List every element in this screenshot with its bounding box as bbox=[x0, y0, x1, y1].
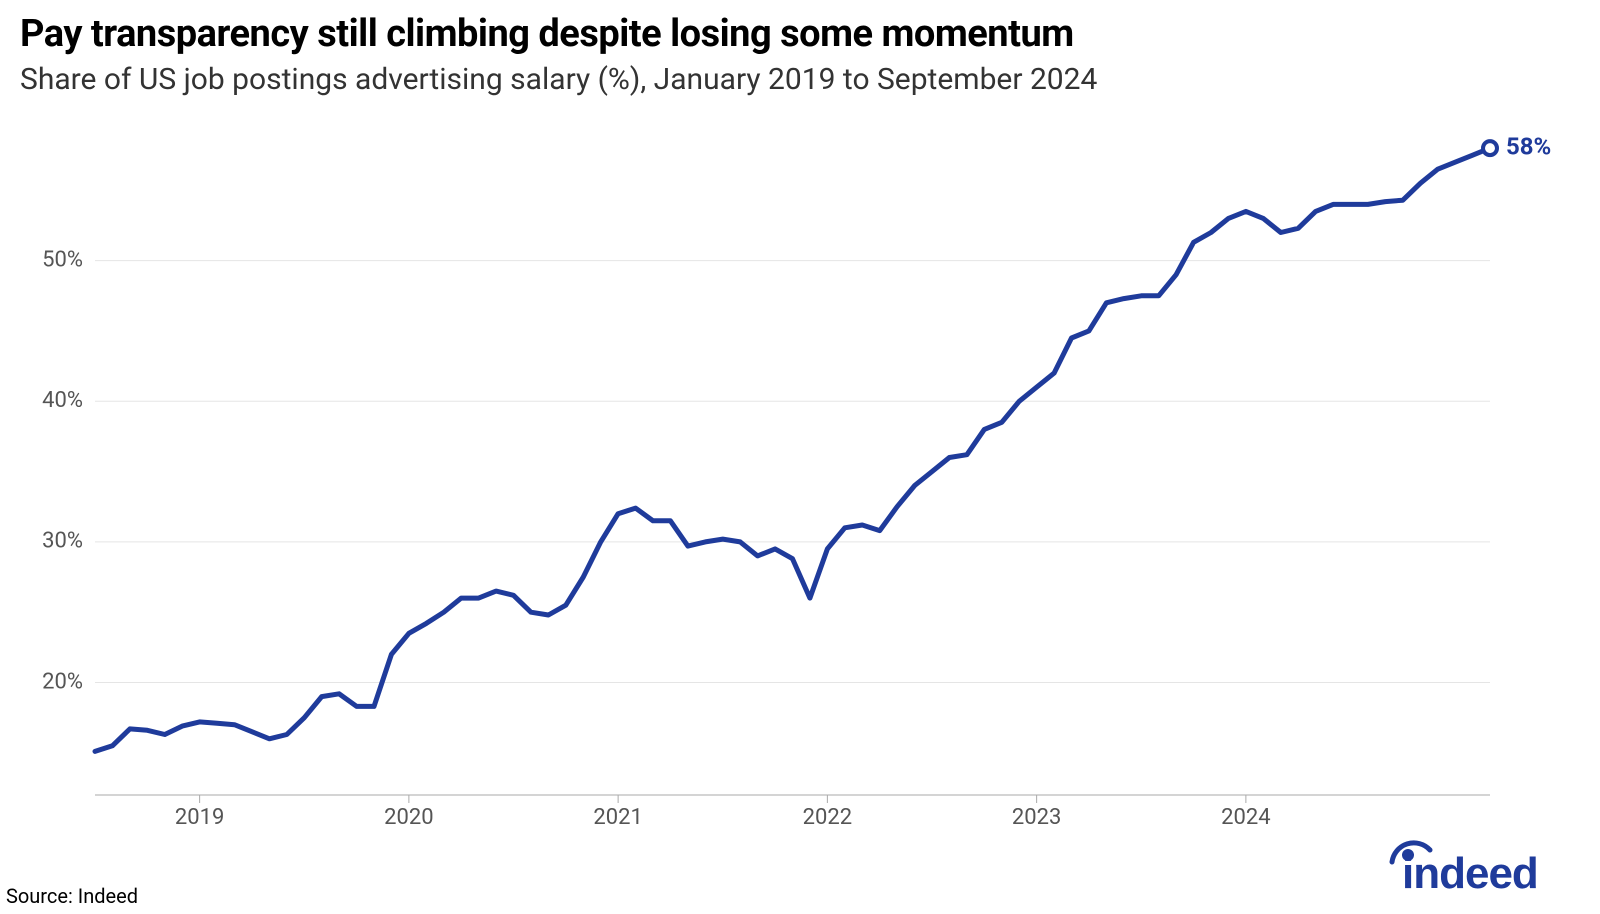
end-marker bbox=[1483, 141, 1497, 155]
chart-container: Pay transparency still climbing despite … bbox=[0, 0, 1600, 914]
indeed-logo: indeed bbox=[1380, 840, 1560, 900]
x-tick-label: 2022 bbox=[803, 805, 852, 830]
x-tick-label: 2024 bbox=[1221, 805, 1270, 830]
chart-subtitle: Share of US job postings advertising sal… bbox=[20, 62, 1097, 97]
chart-title: Pay transparency still climbing despite … bbox=[20, 12, 1074, 56]
source-label: Source: Indeed bbox=[6, 884, 138, 908]
x-tick-label: 2019 bbox=[175, 805, 224, 830]
svg-text:indeed: indeed bbox=[1402, 849, 1538, 896]
line-chart: 20% 30% 40% 50% 2019 2020 2021 2022 2023 2024 58% bbox=[20, 110, 1580, 850]
chart-svg: 20% 30% 40% 50% 2019 2020 2021 2022 2023 2024 58% bbox=[20, 110, 1580, 850]
y-tick-label: 30% bbox=[42, 529, 83, 554]
data-line bbox=[95, 148, 1490, 751]
y-tick-label: 40% bbox=[42, 388, 83, 413]
y-tick-label: 20% bbox=[42, 669, 83, 694]
x-tick-label: 2023 bbox=[1012, 805, 1061, 830]
end-label: 58% bbox=[1506, 132, 1551, 160]
x-tick-label: 2020 bbox=[384, 805, 433, 830]
y-tick-label: 50% bbox=[42, 247, 83, 272]
x-tick-label: 2021 bbox=[593, 805, 642, 830]
